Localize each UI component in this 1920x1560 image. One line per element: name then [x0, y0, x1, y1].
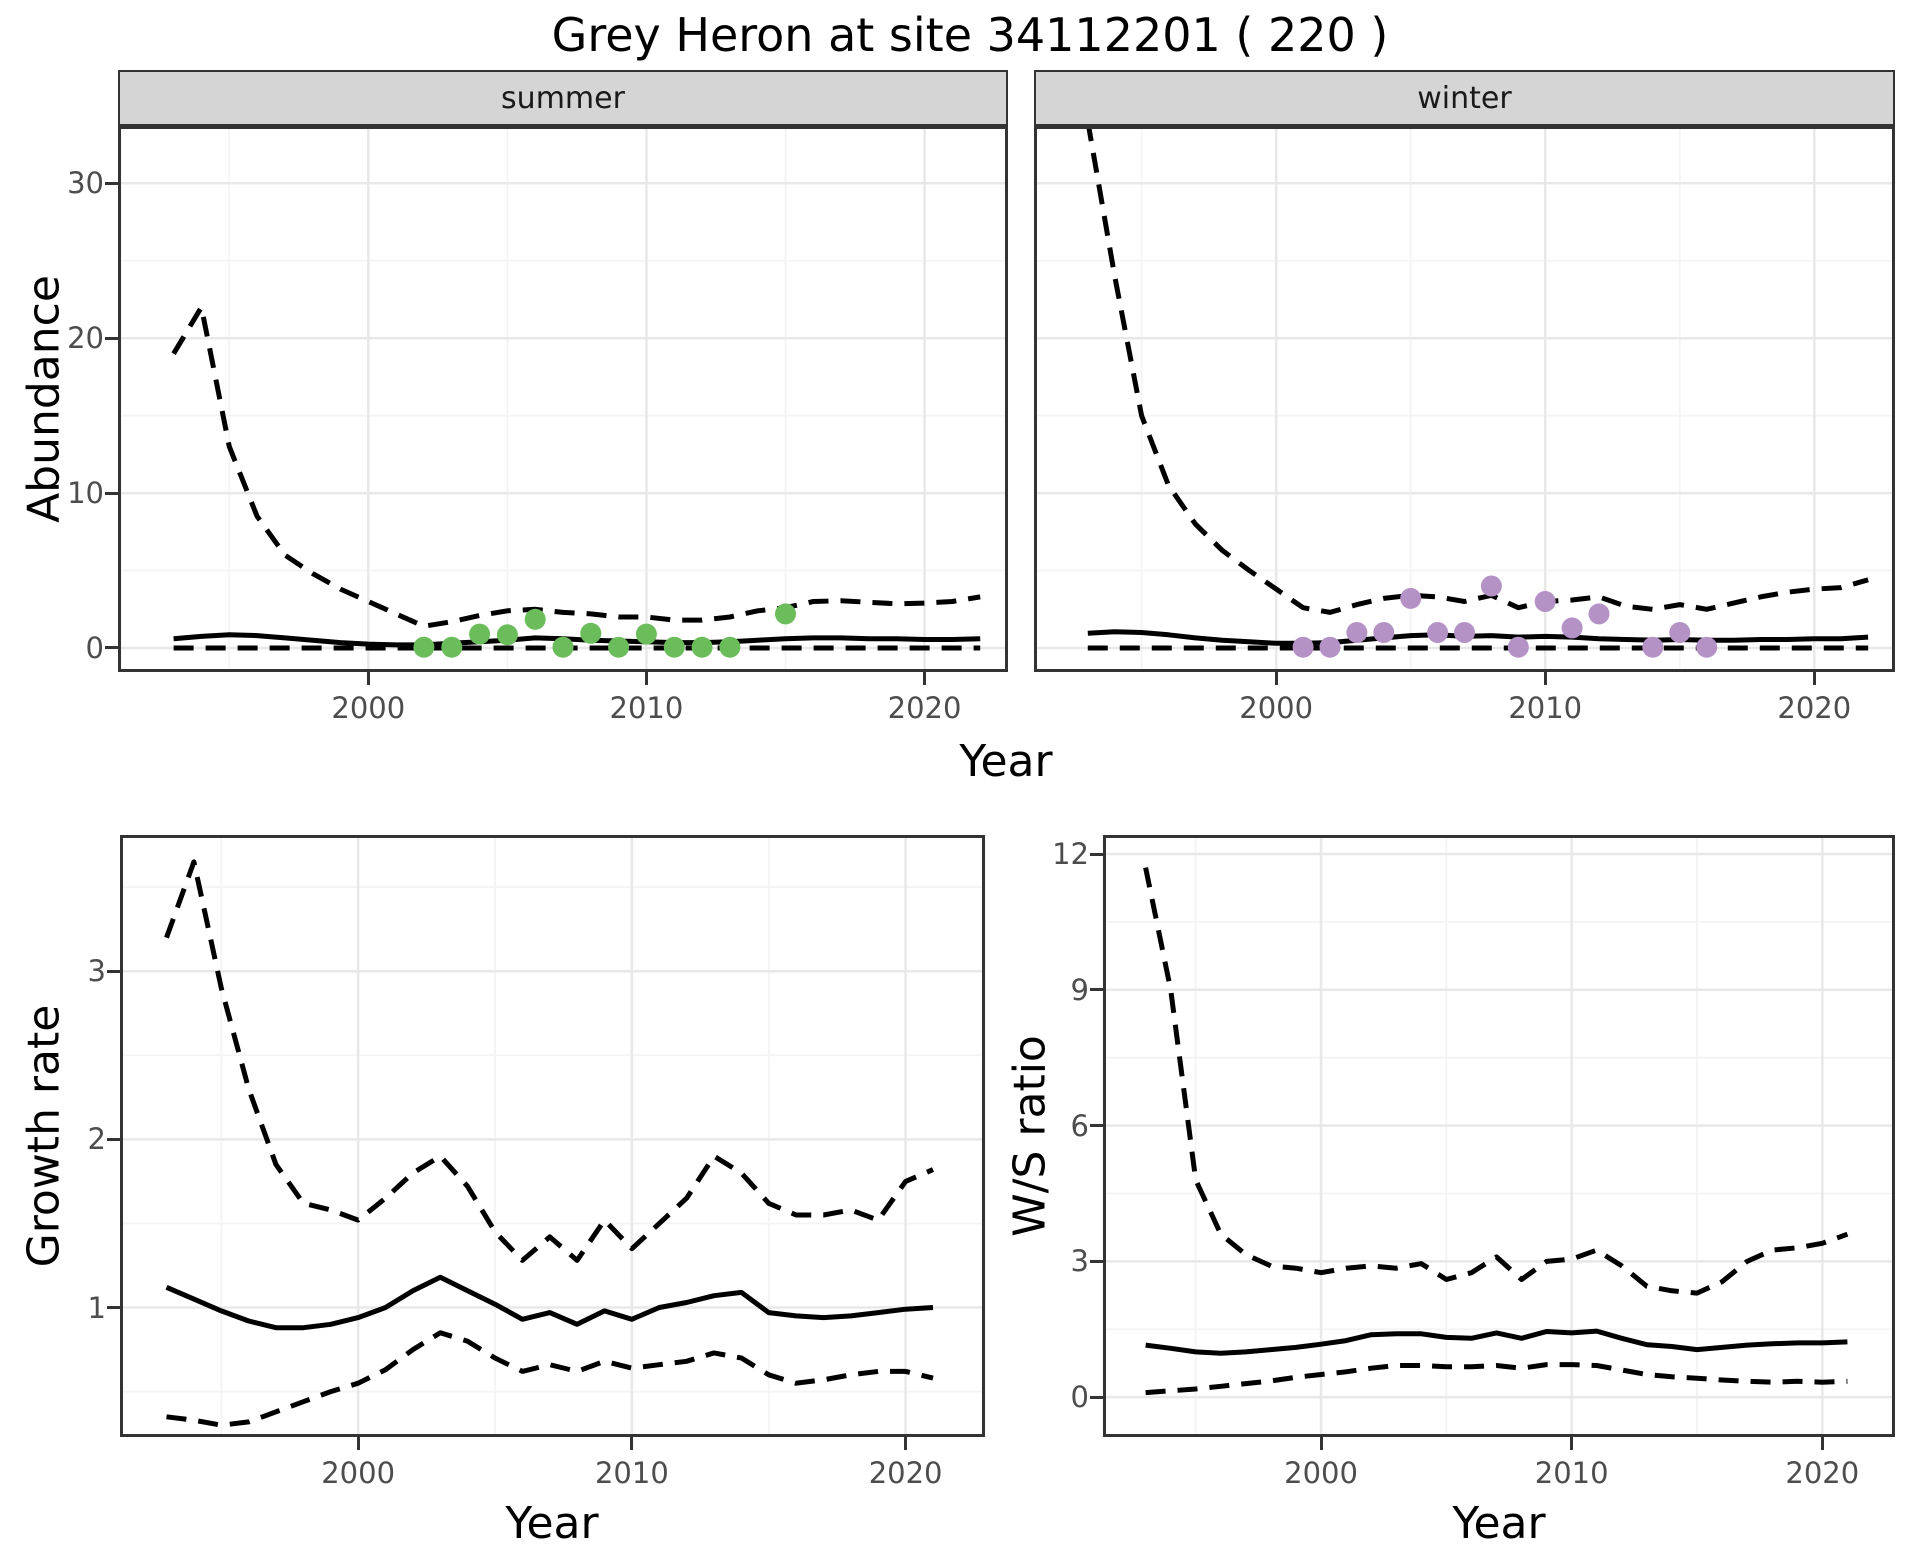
y-axis-tick-mark — [1090, 852, 1103, 856]
y-axis-tick-mark — [1090, 1259, 1103, 1263]
y-axis-tick-label: 10 — [67, 476, 104, 511]
x-axis-tick-label: 2000 — [331, 691, 406, 725]
x-axis-tick-label: 2000 — [321, 1456, 396, 1490]
observation-point — [1346, 622, 1368, 643]
x-axis-tick-mark — [923, 672, 927, 685]
y-axis-tick-label: 20 — [67, 321, 104, 356]
observation-point — [1400, 587, 1422, 609]
observation-point — [524, 608, 546, 630]
observation-point — [691, 636, 713, 658]
year-axis-title-top: Year — [959, 736, 1053, 787]
observation-point — [1319, 636, 1341, 658]
observation-point — [552, 636, 574, 658]
y-axis-tick-label: 9 — [1070, 972, 1089, 1007]
y-axis-tick-mark — [107, 1306, 120, 1310]
x-axis-tick-label: 2010 — [609, 691, 684, 725]
observation-point — [1373, 622, 1395, 643]
y-axis-tick-mark — [107, 1137, 120, 1141]
observation-point — [635, 623, 657, 645]
y-axis-tick-label: 2 — [87, 1122, 106, 1157]
y-axis-tick-label: 30 — [67, 166, 104, 201]
abundance-summer-panel-svg — [118, 126, 1008, 672]
growth-rate-panel — [120, 835, 985, 1437]
y-axis-tick-mark — [105, 646, 118, 650]
abundance-summer-panel — [118, 126, 1008, 672]
facet-strip-winter-label: winter — [1417, 80, 1512, 116]
observation-point — [775, 603, 796, 625]
x-axis-tick-mark — [630, 1437, 634, 1450]
observation-point — [1507, 636, 1529, 658]
y-axis-tick-label: 0 — [1070, 1380, 1089, 1415]
year-axis-title-bottom-right: Year — [1452, 1498, 1546, 1549]
y-axis-tick-label: 6 — [1070, 1108, 1089, 1143]
observation-point — [1534, 591, 1556, 612]
observation-point — [1561, 617, 1583, 639]
observation-point — [441, 636, 463, 658]
observation-point — [1454, 622, 1475, 643]
facet-strip-summer-label: summer — [501, 80, 625, 116]
observation-point — [1292, 636, 1314, 658]
observation-point — [663, 636, 685, 658]
facet-strip-summer: summer — [118, 70, 1008, 126]
observation-point — [496, 624, 518, 646]
observation-point — [1642, 636, 1664, 658]
y-axis-tick-mark — [105, 491, 118, 495]
x-axis-tick-label: 2020 — [1777, 691, 1852, 725]
y-axis-tick-label: 3 — [87, 954, 106, 989]
x-axis-tick-label: 2020 — [868, 1456, 943, 1490]
x-axis-tick-label: 2020 — [887, 691, 962, 725]
y-axis-tick-mark — [105, 336, 118, 340]
observation-point — [1696, 636, 1718, 658]
ws-ratio-panel-svg — [1103, 835, 1895, 1437]
observation-point — [1588, 603, 1610, 625]
facet-strip-winter: winter — [1034, 70, 1895, 126]
chart-title: Grey Heron at site 34112201 ( 220 ) — [551, 8, 1389, 62]
observation-point — [413, 636, 435, 658]
x-axis-tick-mark — [904, 1437, 908, 1450]
abundance-winter-panel — [1034, 126, 1895, 672]
x-axis-tick-mark — [644, 672, 648, 685]
ws-ratio-panel — [1103, 835, 1895, 1437]
x-axis-tick-mark — [1570, 1437, 1574, 1450]
observation-point — [719, 636, 741, 658]
y-axis-tick-mark — [1090, 1124, 1103, 1128]
y-axis-tick-label: 0 — [85, 630, 104, 665]
y-axis-tick-label: 3 — [1070, 1244, 1089, 1279]
x-axis-tick-mark — [1820, 1437, 1824, 1450]
growth-rate-panel-svg — [120, 835, 985, 1437]
x-axis-tick-label: 2010 — [594, 1456, 669, 1490]
x-axis-tick-label: 2000 — [1239, 691, 1314, 725]
year-axis-title-bottom-left: Year — [505, 1498, 599, 1549]
x-axis-tick-label: 2010 — [1508, 691, 1583, 725]
observation-point — [1669, 622, 1691, 643]
y-axis-tick-mark — [1090, 1395, 1103, 1399]
observation-point — [1480, 575, 1502, 597]
x-axis-tick-mark — [366, 672, 370, 685]
x-axis-tick-label: 2010 — [1534, 1456, 1609, 1490]
observation-point — [469, 623, 491, 645]
x-axis-tick-label: 2000 — [1284, 1456, 1358, 1490]
x-axis-tick-label: 2020 — [1785, 1456, 1860, 1490]
observation-point — [608, 636, 630, 658]
x-axis-tick-mark — [356, 1437, 360, 1450]
x-axis-tick-mark — [1543, 672, 1547, 685]
y-axis-tick-label: 1 — [87, 1290, 106, 1325]
y-axis-tick-mark — [105, 181, 118, 185]
y-axis-tick-label: 12 — [1052, 837, 1089, 871]
observation-point — [1427, 622, 1449, 643]
y-axis-tick-mark — [1090, 988, 1103, 992]
y-axis-tick-mark — [107, 969, 120, 973]
x-axis-tick-mark — [1274, 672, 1278, 685]
observation-point — [580, 622, 602, 644]
x-axis-tick-mark — [1319, 1437, 1323, 1450]
x-axis-tick-mark — [1812, 672, 1816, 685]
abundance-winter-panel-svg — [1034, 126, 1895, 672]
